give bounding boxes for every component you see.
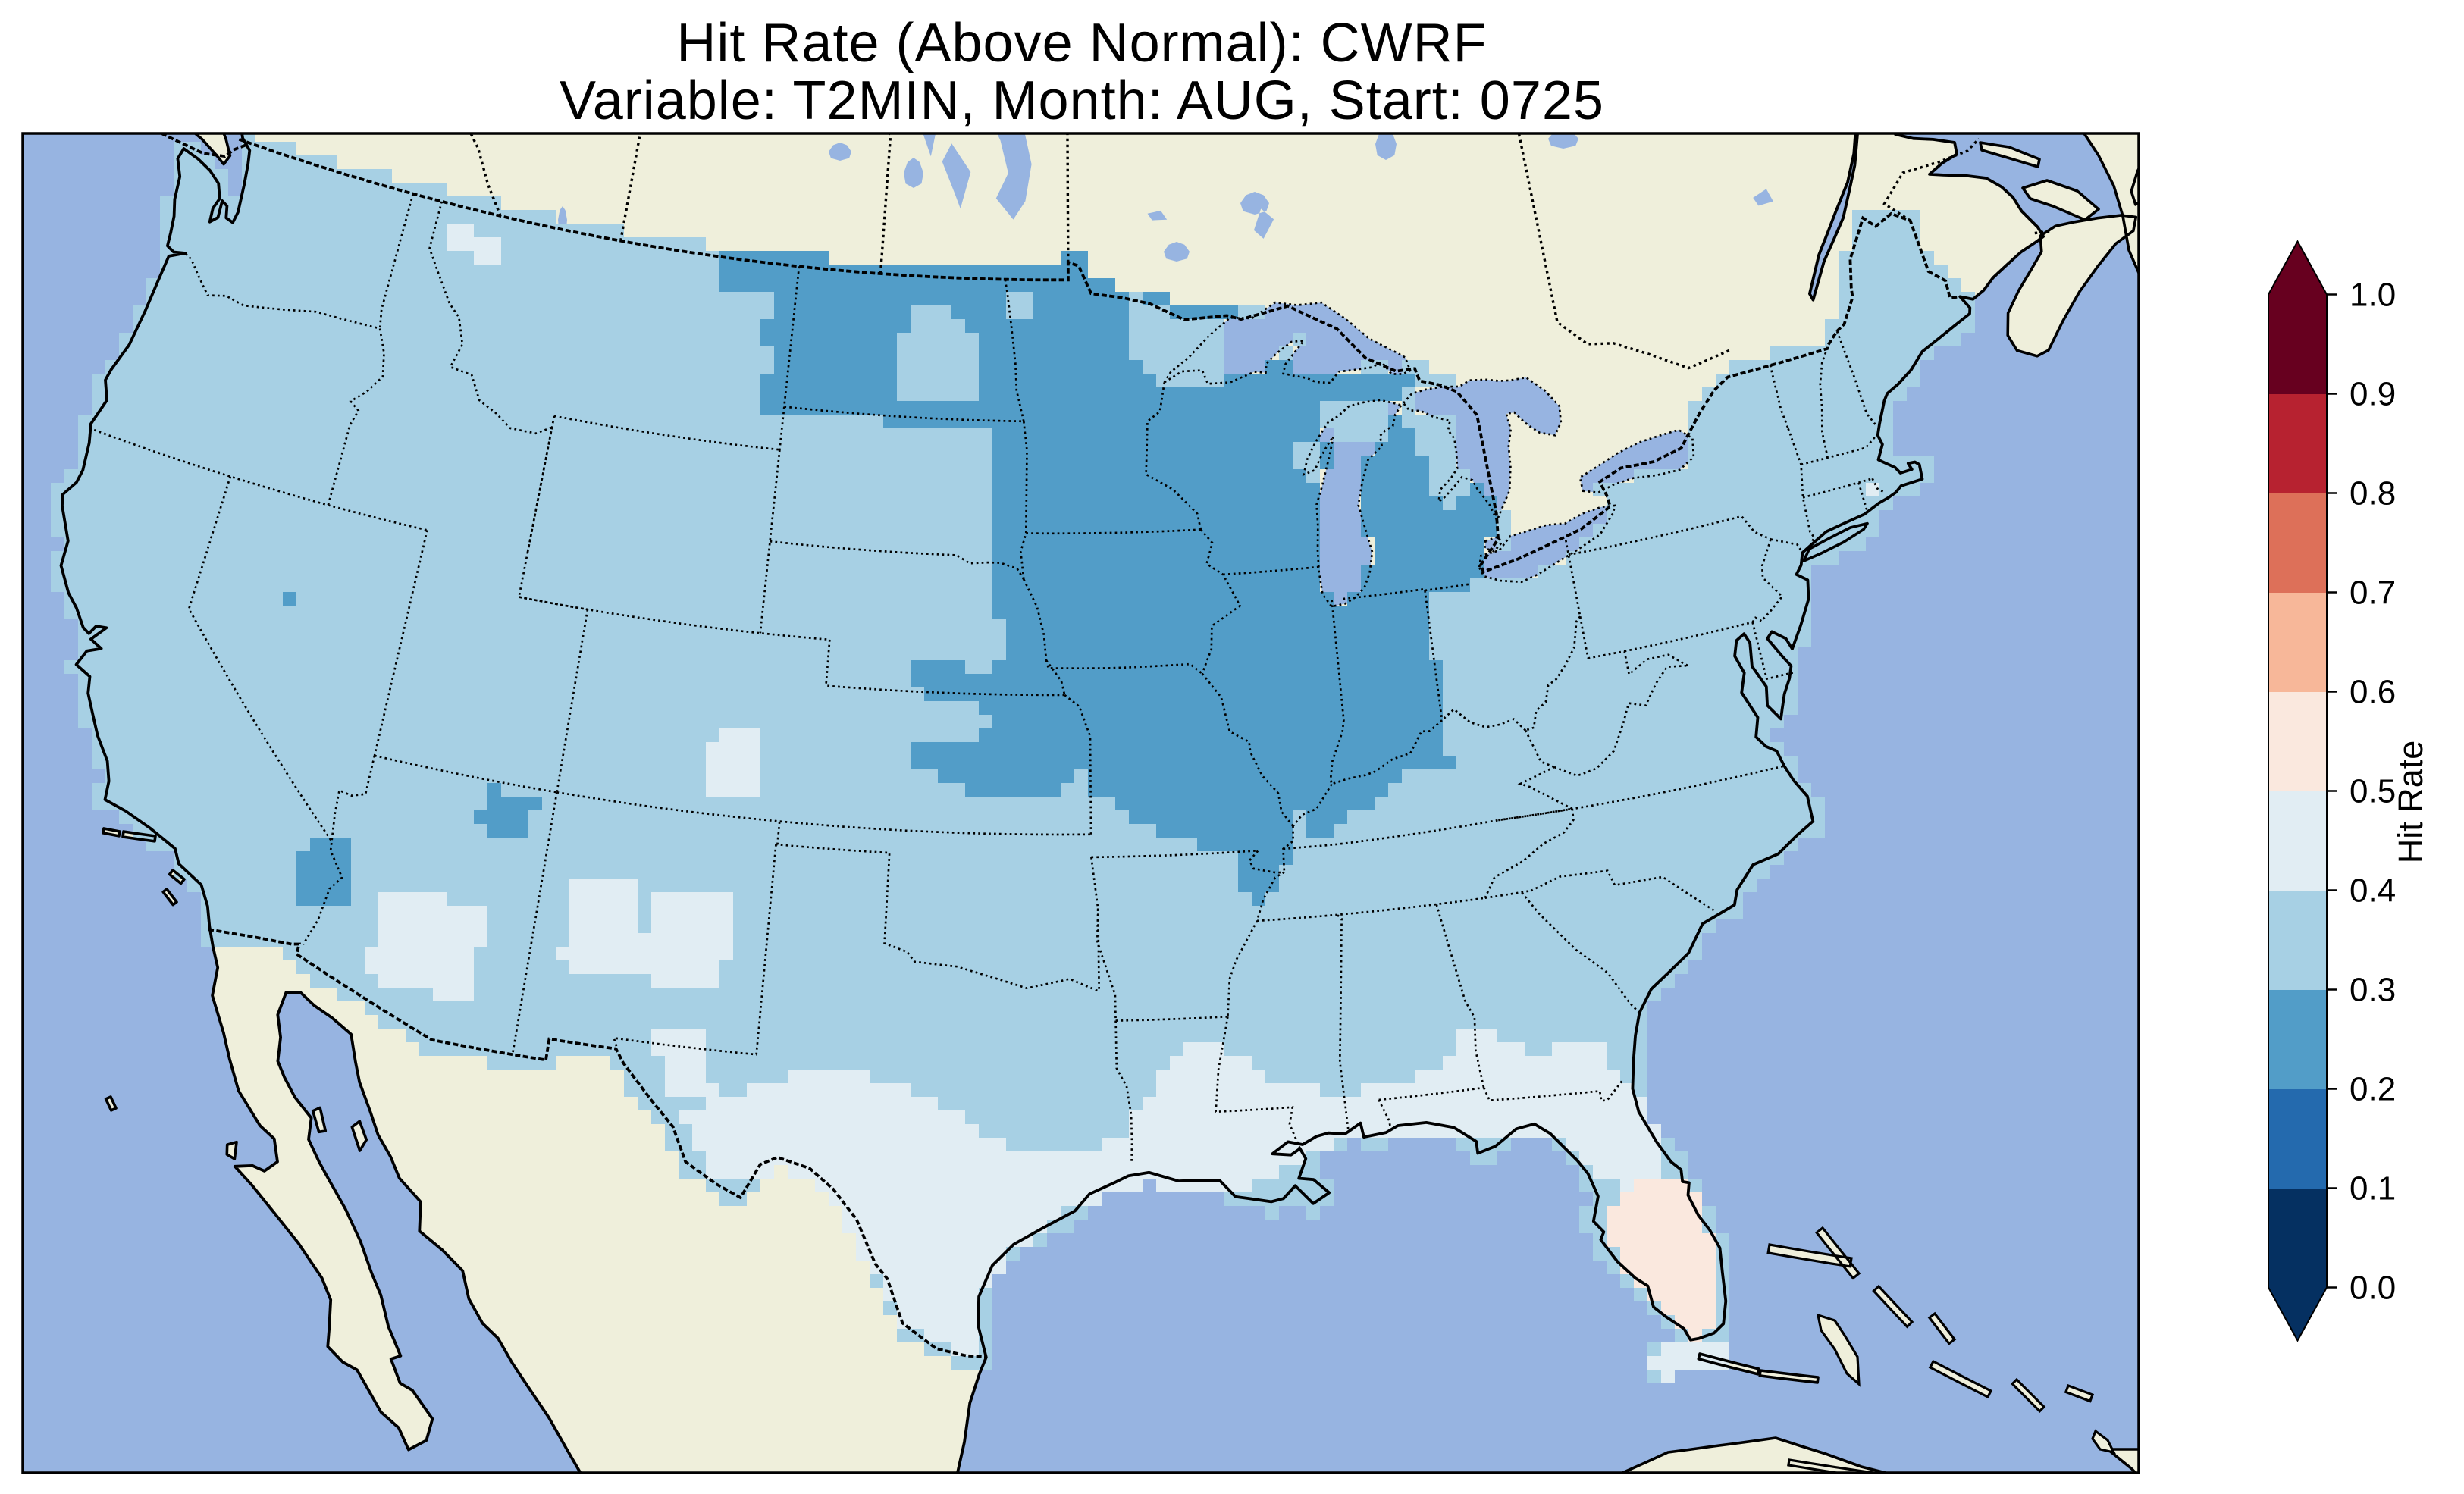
svg-text:0.9: 0.9	[2350, 376, 2396, 413]
svg-text:0.0: 0.0	[2350, 1270, 2396, 1307]
svg-text:Hit Rate: Hit Rate	[2391, 741, 2430, 864]
svg-text:0.7: 0.7	[2350, 575, 2396, 612]
svg-text:1.0: 1.0	[2350, 277, 2396, 314]
svg-text:0.3: 0.3	[2350, 972, 2396, 1009]
svg-text:Variable: T2MIN, Month: AUG, S: Variable: T2MIN, Month: AUG, Start: 0725	[560, 70, 1604, 131]
svg-text:Hit Rate (Above Normal): CWRF: Hit Rate (Above Normal): CWRF	[676, 13, 1487, 74]
svg-text:0.6: 0.6	[2350, 674, 2396, 711]
svg-text:0.5: 0.5	[2350, 773, 2396, 810]
svg-text:0.4: 0.4	[2350, 872, 2396, 910]
svg-text:0.1: 0.1	[2350, 1170, 2396, 1207]
svg-text:0.8: 0.8	[2350, 475, 2396, 512]
svg-text:0.2: 0.2	[2350, 1071, 2396, 1108]
